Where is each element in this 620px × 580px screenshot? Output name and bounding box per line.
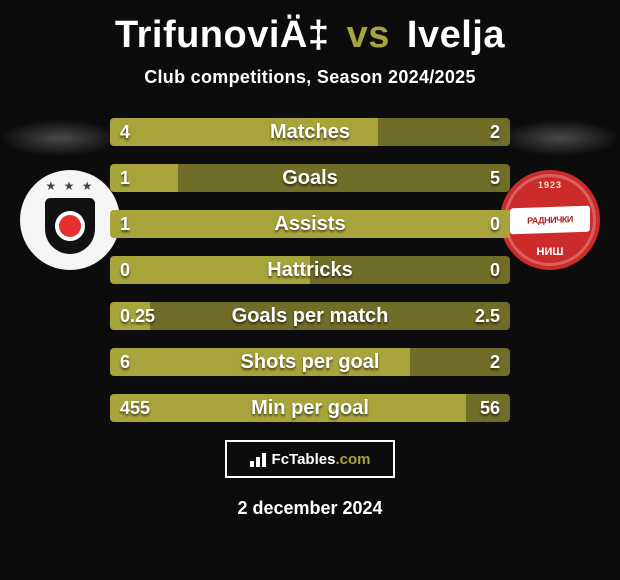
stat-label: Goals per match (110, 302, 510, 330)
stat-value-right: 2 (490, 348, 500, 376)
stat-row: 0.25Goals per match2.5 (110, 302, 510, 330)
stat-label: Assists (110, 210, 510, 238)
stat-value-right: 2 (490, 118, 500, 146)
stat-label: Hattricks (110, 256, 510, 284)
stat-value-right: 2.5 (475, 302, 500, 330)
stat-value-right: 5 (490, 164, 500, 192)
brand-suffix: .com (335, 451, 370, 468)
stat-row: 6Shots per goal2 (110, 348, 510, 376)
stat-label: Shots per goal (110, 348, 510, 376)
stat-value-right: 0 (490, 256, 500, 284)
brand-text: FcTables.com (272, 451, 371, 468)
stat-label: Min per goal (110, 394, 510, 422)
title-vs: vs (347, 14, 390, 56)
title-player-left: TrifunoviÄ‡ (115, 14, 330, 56)
title-player-right: Ivelja (407, 14, 505, 56)
page-title: TrifunoviÄ‡ vs Ivelja (0, 0, 620, 57)
stat-row: 1Goals5 (110, 164, 510, 192)
stat-rows-container: 4Matches21Goals51Assists00Hattricks00.25… (0, 118, 620, 440)
stat-row: 455Min per goal56 (110, 394, 510, 422)
stat-value-right: 56 (480, 394, 500, 422)
stat-label: Matches (110, 118, 510, 146)
stat-row: 0Hattricks0 (110, 256, 510, 284)
date-text: 2 december 2024 (0, 498, 620, 519)
brand-name: FcTables (272, 451, 336, 468)
brand-box[interactable]: FcTables.com (225, 440, 395, 478)
stat-value-right: 0 (490, 210, 500, 238)
bar-chart-icon (250, 451, 268, 467)
stat-label: Goals (110, 164, 510, 192)
subtitle: Club competitions, Season 2024/2025 (0, 67, 620, 88)
stat-row: 4Matches2 (110, 118, 510, 146)
stat-row: 1Assists0 (110, 210, 510, 238)
